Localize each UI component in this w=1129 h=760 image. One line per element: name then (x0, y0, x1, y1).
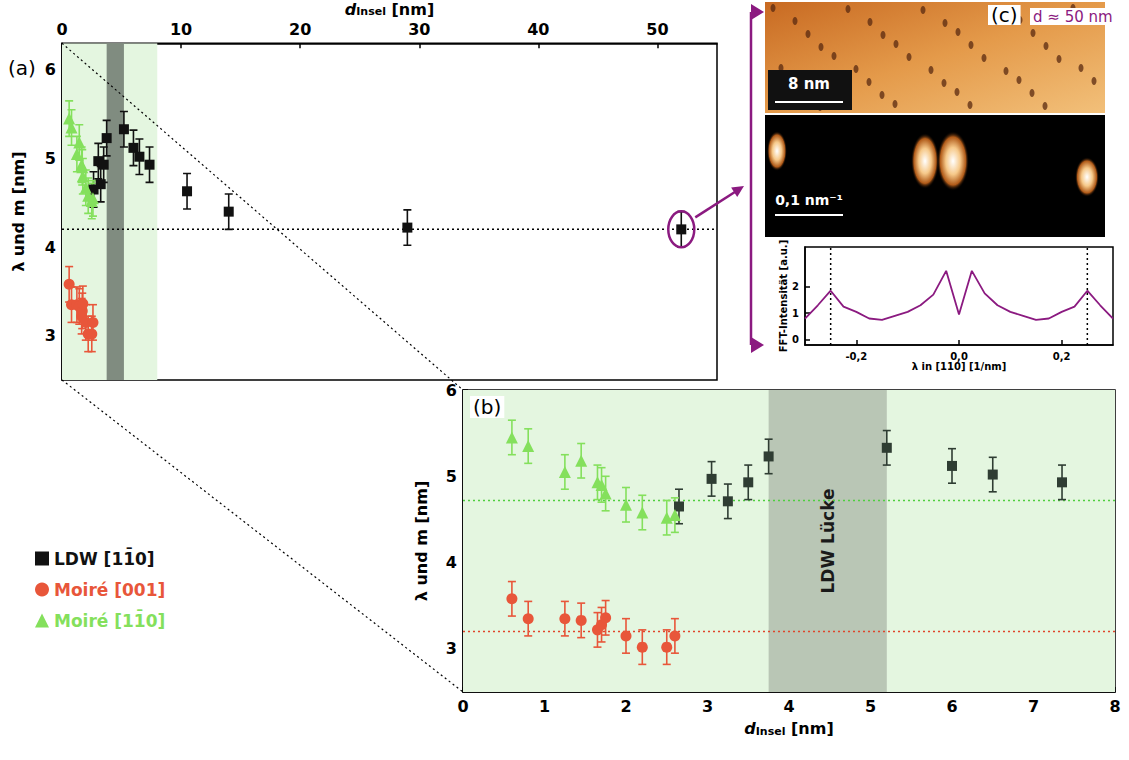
svg-text:7: 7 (1028, 697, 1039, 716)
svg-text:6: 6 (45, 60, 56, 79)
svg-text:6: 6 (446, 381, 457, 400)
svg-text:[nm]: [nm] (392, 0, 435, 19)
svg-text:5: 5 (446, 467, 457, 486)
svg-text:Moiré [11̄0]: Moiré [11̄0] (54, 609, 165, 630)
svg-text:5: 5 (45, 149, 56, 168)
svg-text:(c): (c) (991, 3, 1018, 27)
svg-text:(b): (b) (473, 395, 501, 419)
svg-text:1: 1 (792, 308, 799, 319)
svg-text:d ≈ 50 nm: d ≈ 50 nm (1033, 8, 1113, 26)
svg-text:Insel: Insel (756, 725, 786, 738)
svg-text:3: 3 (45, 326, 56, 345)
svg-text:3: 3 (702, 697, 713, 716)
svg-text:4: 4 (783, 697, 794, 716)
svg-text:10: 10 (170, 20, 192, 39)
svg-text:LDW Lücke: LDW Lücke (818, 488, 838, 593)
svg-text:Insel: Insel (356, 5, 386, 18)
svg-text:8 nm: 8 nm (788, 75, 830, 93)
svg-text:λ und m [nm]: λ und m [nm] (9, 151, 28, 271)
svg-text:4: 4 (45, 238, 56, 257)
svg-text:λ und m [nm]: λ und m [nm] (412, 481, 431, 601)
svg-text:30: 30 (408, 20, 430, 39)
svg-text:0,0: 0,0 (950, 351, 968, 362)
svg-text:Moiré [001]: Moiré [001] (54, 580, 165, 600)
svg-text:8: 8 (1109, 697, 1120, 716)
svg-text:50: 50 (646, 20, 668, 39)
svg-text:0,1 nm⁻¹: 0,1 nm⁻¹ (775, 192, 843, 208)
svg-text:0: 0 (792, 334, 799, 345)
svg-text:d: d (345, 0, 357, 19)
svg-text:0: 0 (457, 697, 468, 716)
svg-text:2: 2 (620, 697, 631, 716)
svg-text:FFT-Intensität [a.u.]: FFT-Intensität [a.u.] (778, 240, 789, 352)
svg-text:[nm]: [nm] (791, 719, 834, 738)
svg-text:4: 4 (446, 553, 457, 572)
svg-text:-0,2: -0,2 (845, 351, 867, 362)
svg-text:λ in [110] [1/nm]: λ in [110] [1/nm] (912, 361, 1007, 372)
svg-text:d: d (744, 719, 756, 738)
svg-text:6: 6 (946, 697, 957, 716)
svg-text:20: 20 (289, 20, 311, 39)
svg-text:0,2: 0,2 (1053, 351, 1071, 362)
svg-text:1: 1 (539, 697, 550, 716)
svg-text:LDW [11̄0]: LDW [11̄0] (54, 547, 155, 568)
svg-text:2: 2 (792, 281, 799, 292)
svg-text:3: 3 (446, 639, 457, 658)
svg-text:0: 0 (56, 20, 67, 39)
svg-text:5: 5 (865, 697, 876, 716)
svg-text:(a): (a) (8, 56, 36, 80)
svg-text:40: 40 (527, 20, 549, 39)
